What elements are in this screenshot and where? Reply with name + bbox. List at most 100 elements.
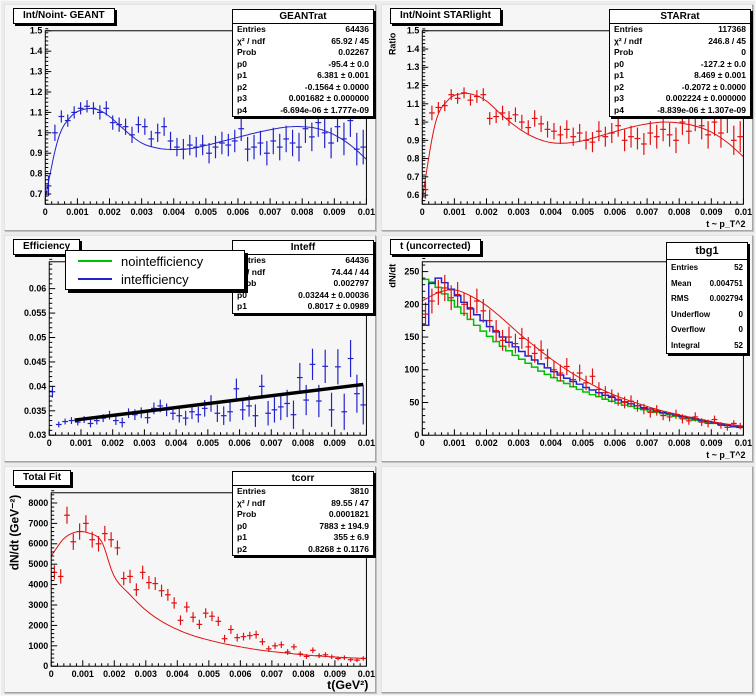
- stat-row: p4 -8.839e-06 ± 1.307e-09: [610, 105, 750, 117]
- svg-text:0.01: 0.01: [358, 207, 375, 217]
- stat-row: p0 7883 ± 194.9: [233, 521, 373, 533]
- pad-title[interactable]: t (uncorrected): [390, 239, 481, 255]
- svg-text:6000: 6000: [28, 539, 48, 549]
- svg-text:0.7: 0.7: [30, 189, 42, 199]
- stat-label: p3: [614, 93, 624, 103]
- svg-text:0.001: 0.001: [66, 207, 88, 217]
- stat-row: Entries 117368: [610, 24, 750, 36]
- svg-text:0: 0: [420, 438, 425, 448]
- stat-label: p2: [237, 543, 247, 554]
- stat-value: -127.2 ± 0.0: [700, 58, 746, 69]
- stat-label: Prob: [614, 47, 634, 57]
- svg-text:0.007: 0.007: [259, 207, 281, 217]
- svg-text:0.004: 0.004: [540, 438, 562, 448]
- pad-starlight-ratio[interactable]: 0 0.001 0.002 0.003 0.004 0.005 0.006 0.007 0.00…: [381, 4, 753, 231]
- pad-title[interactable]: Int/Noint STARlight: [390, 8, 501, 24]
- stat-row: p2 -0.2072 ± 0.0000: [610, 82, 750, 94]
- stat-value: -8.839e-06 ± 1.307e-09: [657, 104, 746, 115]
- stat-value: 7883 ± 194.9: [319, 520, 369, 531]
- legend-line-swatch: [78, 260, 112, 262]
- stat-row: Overflow 0: [667, 322, 747, 338]
- pad-empty[interactable]: [381, 466, 753, 693]
- svg-text:0.007: 0.007: [261, 669, 283, 679]
- stat-label: p3: [237, 93, 247, 103]
- svg-text:0.01: 0.01: [358, 438, 375, 448]
- stats-box-tcorr[interactable]: tcorr Entries 3810 χ² / ndf 89.55 / 47 Prob 0.…: [232, 471, 374, 556]
- stat-value: 52: [734, 340, 743, 350]
- svg-text:0.006: 0.006: [604, 438, 626, 448]
- stat-label: p2: [237, 81, 247, 92]
- stat-label: p0: [614, 58, 624, 69]
- svg-text:0.008: 0.008: [292, 669, 314, 679]
- y-axis-label: Ratio: [388, 32, 398, 55]
- stat-label: p0: [237, 289, 247, 300]
- stat-value: 0.004751: [709, 278, 743, 288]
- stat-value: 3810: [350, 486, 369, 496]
- stat-row: Prob 0.02267: [233, 47, 373, 59]
- stat-row: p2 -0.1564 ± 0.0000: [233, 82, 373, 94]
- stat-value: 64436: [345, 24, 369, 34]
- axes: [421, 28, 744, 205]
- svg-text:0.005: 0.005: [572, 438, 594, 448]
- pad-title[interactable]: Efficiency: [13, 239, 81, 255]
- pad-geant-ratio[interactable]: 0 0.001 0.002 0.003 0.004 0.005 0.006 0.007 0.00…: [4, 4, 376, 231]
- stats-box-STARrat[interactable]: STARrat Entries 117368 χ² / ndf 246.8 / 45 Pr…: [609, 9, 751, 117]
- stat-row: χ² / ndf 246.8 / 45: [610, 36, 750, 48]
- svg-text:0.002: 0.002: [475, 438, 497, 448]
- y-axis-label: dN/dt: [387, 263, 398, 288]
- pad-title-label: Int/Noint- GEANT: [23, 10, 105, 21]
- stat-value: 89.55 / 47: [331, 497, 369, 508]
- axes: [50, 490, 367, 667]
- svg-text:0.003: 0.003: [507, 438, 529, 448]
- svg-text:0.001: 0.001: [70, 438, 92, 448]
- stat-label: p4: [614, 104, 624, 115]
- pad-efficiency[interactable]: 0 0.001 0.002 0.003 0.004 0.005 0.006 0.007 0.00…: [4, 235, 376, 462]
- series-red-data-points: [422, 274, 744, 431]
- svg-text:0.7: 0.7: [407, 172, 419, 182]
- stat-row: Mean 0.004751: [667, 276, 747, 292]
- pad-t-uncorrected[interactable]: 0 0.001 0.002 0.003 0.004 0.005 0.006 0.007 0.00…: [381, 235, 753, 462]
- svg-text:0.004: 0.004: [165, 438, 187, 448]
- stat-row: Underflow 0: [667, 307, 747, 323]
- svg-text:0.003: 0.003: [133, 438, 155, 448]
- svg-text:0.005: 0.005: [572, 207, 594, 217]
- pad-title[interactable]: Int/Noint- GEANT: [13, 8, 115, 24]
- series-geant-ratio-fit: [44, 107, 367, 199]
- stats-box-Inteff[interactable]: Inteff Entries 64436 χ² / ndf 74.44 / 44 Prob…: [232, 240, 374, 314]
- stat-value: 0: [738, 325, 743, 334]
- stat-label: p0: [237, 520, 247, 531]
- stat-row: p3 0.001682 ± 0.000000: [233, 93, 373, 105]
- legend-entry: nointefficiency: [66, 252, 244, 270]
- svg-text:0: 0: [414, 430, 419, 440]
- pad-title[interactable]: Total Fit: [13, 470, 72, 486]
- svg-text:1.4: 1.4: [407, 44, 419, 54]
- stat-value: 0.02267: [338, 47, 369, 57]
- svg-text:0.009: 0.009: [324, 438, 346, 448]
- stat-label: Prob: [237, 278, 257, 288]
- stat-row: p0 -95.4 ± 0.0: [233, 59, 373, 71]
- svg-text:0.009: 0.009: [323, 207, 345, 217]
- stat-label: Underflow: [671, 309, 711, 319]
- svg-text:0.6: 0.6: [407, 190, 419, 200]
- svg-text:0: 0: [43, 661, 48, 671]
- pad-title-label: t (uncorrected): [400, 241, 471, 252]
- svg-text:1.3: 1.3: [407, 62, 419, 72]
- stats-title: tbg1: [667, 243, 747, 260]
- legend-box[interactable]: nointefficiency intefficiency: [65, 250, 245, 290]
- pad-total-fit[interactable]: 0 0.001 0.002 0.003 0.004 0.005 0.006 0.007 0.00…: [4, 466, 376, 693]
- plot-area: 0 0.001 0.002 0.003 0.004 0.005 0.006 0.007 0.00…: [8, 490, 375, 692]
- stat-row: p0 -127.2 ± 0.0: [610, 59, 750, 71]
- stat-label: Entries: [237, 486, 266, 496]
- svg-text:0: 0: [47, 438, 52, 448]
- stat-value: 0.002797: [333, 278, 369, 288]
- stats-box-GEANTrat[interactable]: GEANTrat Entries 64436 χ² / ndf 65.92 / 45 Pr…: [232, 9, 374, 117]
- stat-row: Prob 0.002797: [233, 278, 373, 290]
- svg-text:1.5: 1.5: [30, 26, 42, 36]
- svg-text:7000: 7000: [28, 518, 48, 528]
- stat-label: p0: [237, 58, 247, 69]
- svg-text:0.003: 0.003: [507, 207, 529, 217]
- pad-title-label: Efficiency: [23, 241, 71, 252]
- stat-row: p2 0.8268 ± 0.1176: [233, 544, 373, 556]
- stats-box-tbg1[interactable]: tbg1 Entries 52 Mean 0.004751 RMS 0.002794 Unde…: [666, 242, 748, 354]
